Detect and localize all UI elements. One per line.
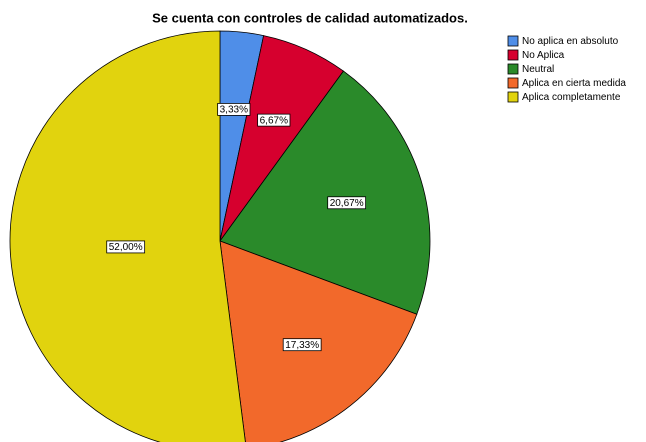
data-label: 17,33% xyxy=(285,340,319,351)
chart-title: Se cuenta con controles de calidad autom… xyxy=(152,10,468,25)
data-label: 52,00% xyxy=(109,242,143,253)
legend-swatch xyxy=(507,35,519,47)
legend-label: No Aplica xyxy=(522,50,565,61)
legend-label: Aplica completamente xyxy=(522,92,621,103)
legend-label: Aplica en cierta medida xyxy=(522,78,626,89)
data-label-box xyxy=(106,240,146,254)
data-label: 3,33% xyxy=(220,105,248,116)
legend-swatch xyxy=(507,49,519,61)
legend-swatch xyxy=(507,63,519,75)
legend-swatch xyxy=(507,77,519,89)
legend-label: No aplica en absoluto xyxy=(522,36,619,47)
legend-label: Neutral xyxy=(522,64,554,75)
data-label: 6,67% xyxy=(260,115,288,126)
data-label-box xyxy=(257,113,291,127)
legend-swatch xyxy=(507,91,519,103)
data-label-box xyxy=(217,103,251,116)
data-label-box xyxy=(327,196,367,210)
data-label: 20,67% xyxy=(330,198,364,209)
data-label-box xyxy=(282,338,322,352)
pie-slice xyxy=(219,70,431,315)
pie-slice xyxy=(9,30,246,442)
